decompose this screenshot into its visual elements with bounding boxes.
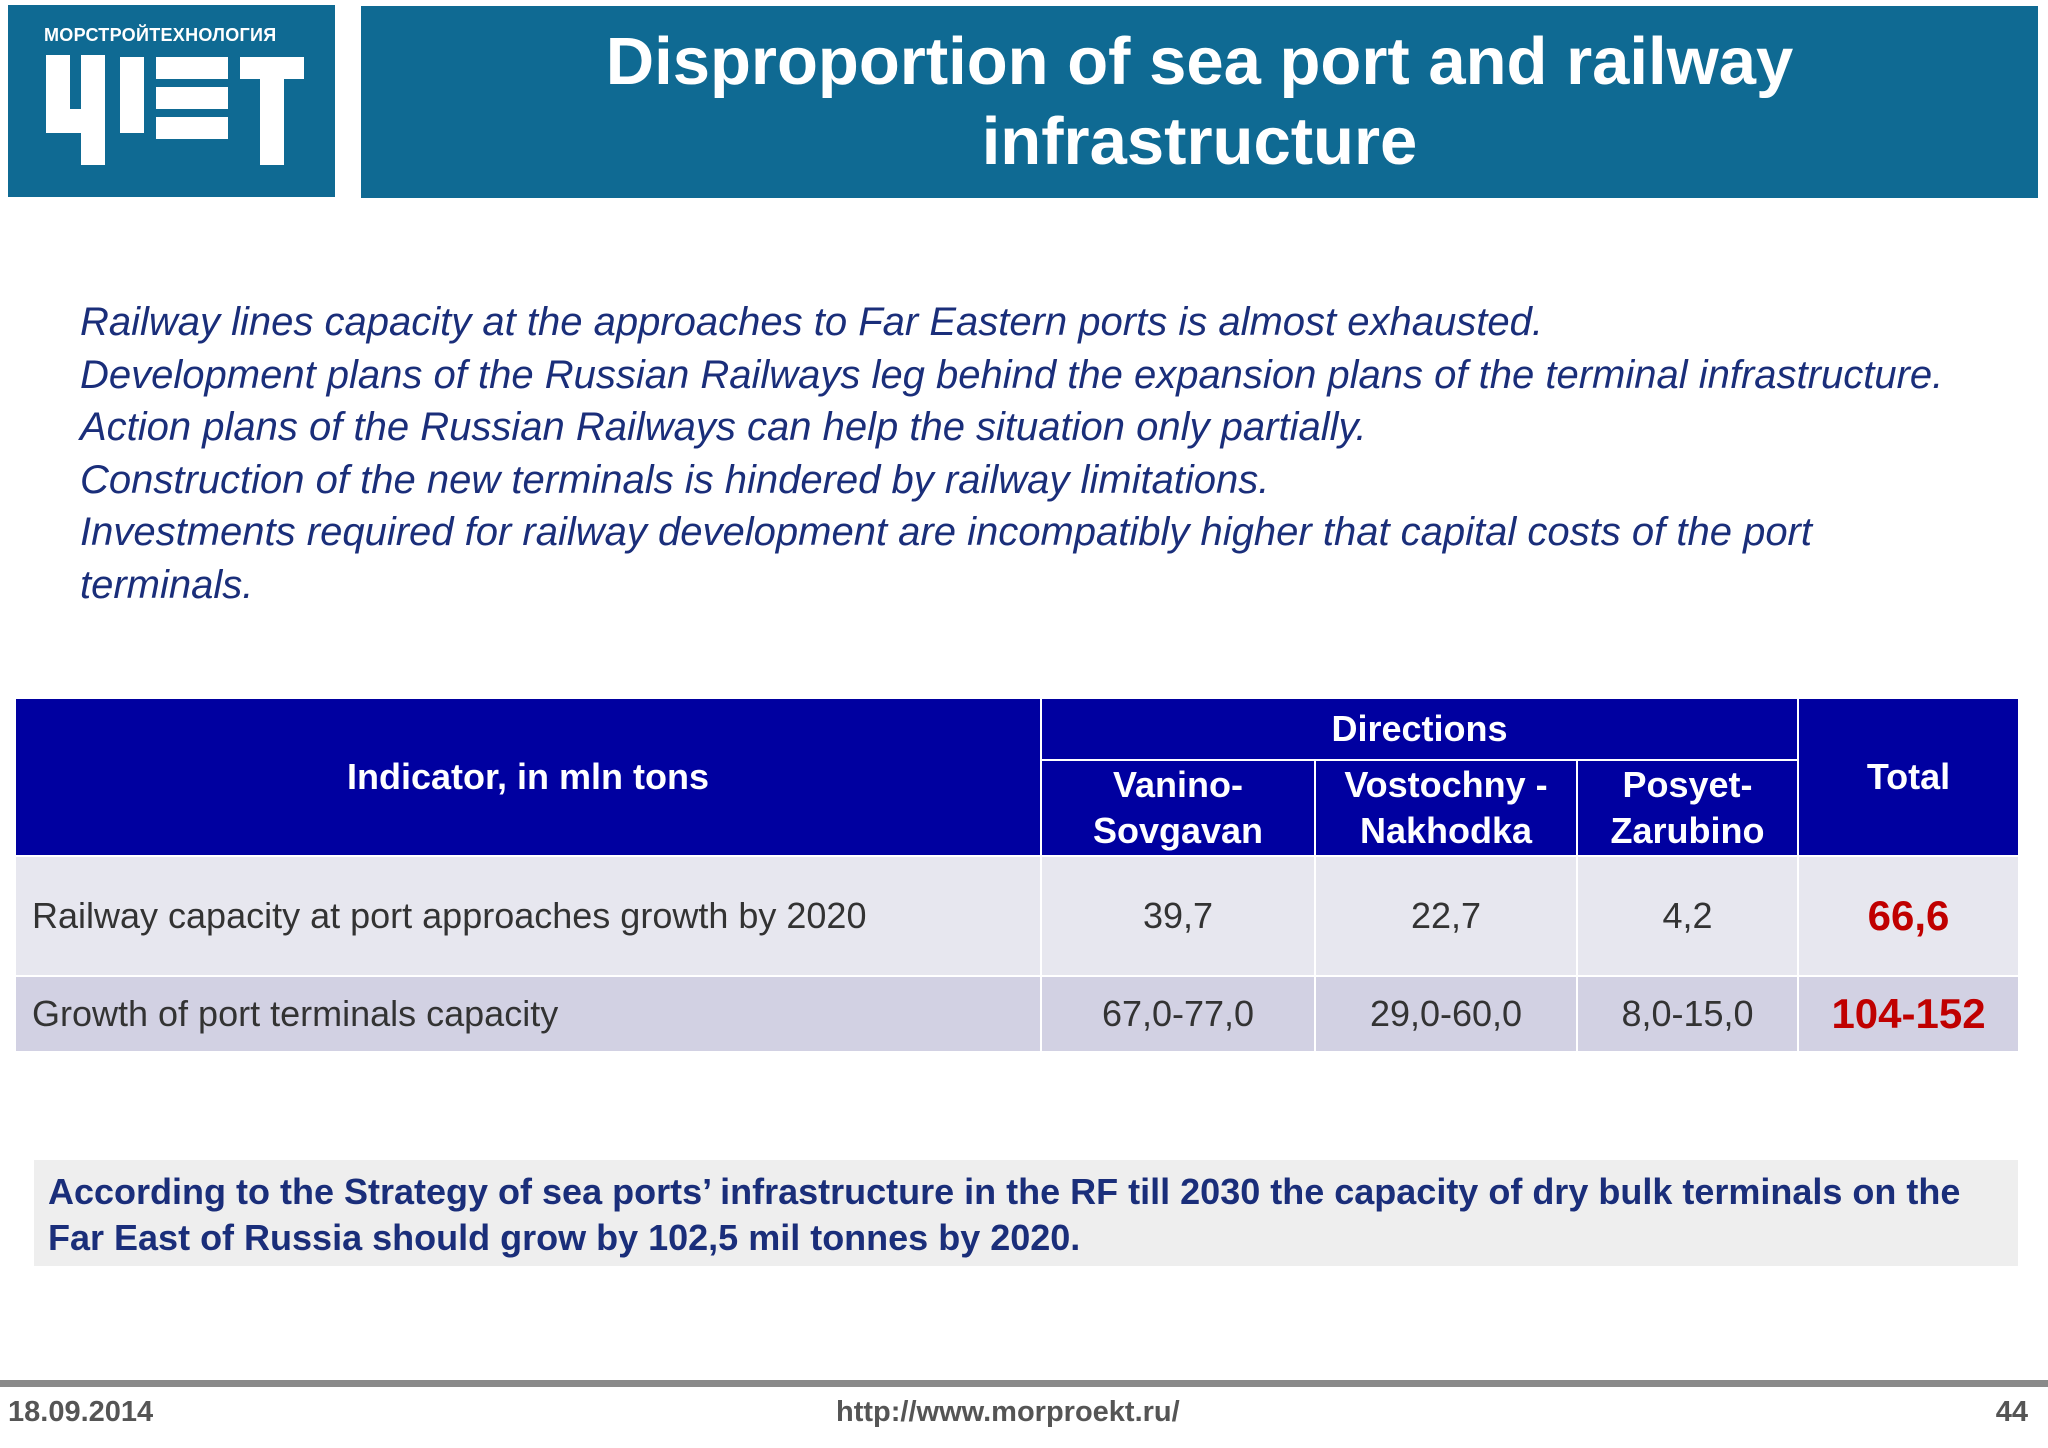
- company-logo: МОРСТРОЙТЕХНОЛОГИЯ: [8, 5, 335, 197]
- title-bar: Disproportion of sea port and railway in…: [361, 6, 2038, 198]
- capacity-table: Indicator, in mln tons Directions Total …: [14, 697, 2021, 1053]
- intro-paragraph: Construction of the new terminals is hin…: [80, 457, 1270, 502]
- directions-header: Directions: [1039, 697, 1800, 761]
- table-row: Railway capacity at port approaches grow…: [14, 855, 2021, 977]
- table-cell: 8,0-15,0: [1575, 975, 1800, 1053]
- footer-date: 18.09.2014: [8, 1396, 154, 1428]
- intro-text: Railway lines capacity at the approaches…: [80, 296, 1980, 611]
- strategy-note: According to the Strategy of sea ports’ …: [34, 1160, 2018, 1266]
- direction-header-vostochny: Vostochny - Nakhodka: [1314, 759, 1578, 857]
- footer-url[interactable]: http://www.morproekt.ru/: [836, 1396, 1180, 1428]
- table-cell: 39,7: [1040, 855, 1316, 977]
- table-row: Growth of port terminals capacity 67,0-7…: [14, 975, 2021, 1053]
- table-cell: 22,7: [1314, 855, 1578, 977]
- direction-header-posyet: Posyet-Zarubino: [1575, 759, 1800, 857]
- intro-paragraph: Investments required for railway develop…: [80, 510, 1812, 607]
- page-title: Disproportion of sea port and railway in…: [605, 24, 1794, 179]
- intro-paragraph: Development plans of the Russian Railway…: [80, 352, 1944, 450]
- row-label: Growth of port terminals capacity: [14, 975, 1042, 1053]
- table-cell: 4,2: [1575, 855, 1800, 977]
- footer-divider: [0, 1380, 2048, 1387]
- logo-caption: МОРСТРОЙТЕХНОЛОГИЯ: [44, 25, 277, 45]
- intro-paragraph: Railway lines capacity at the approaches…: [80, 300, 1543, 344]
- total-cell: 66,6: [1797, 855, 2021, 977]
- page-number: 44: [1995, 1396, 2028, 1428]
- logo-mark-icon: [46, 55, 304, 165]
- total-header: Total: [1797, 697, 2021, 857]
- indicator-header: Indicator, in mln tons: [14, 697, 1042, 857]
- total-cell: 104-152: [1797, 975, 2021, 1053]
- table-cell: 29,0-60,0: [1314, 975, 1578, 1053]
- table-cell: 67,0-77,0: [1040, 975, 1316, 1053]
- row-label: Railway capacity at port approaches grow…: [14, 855, 1042, 977]
- direction-header-vanino: Vanino-Sovgavan: [1040, 759, 1316, 857]
